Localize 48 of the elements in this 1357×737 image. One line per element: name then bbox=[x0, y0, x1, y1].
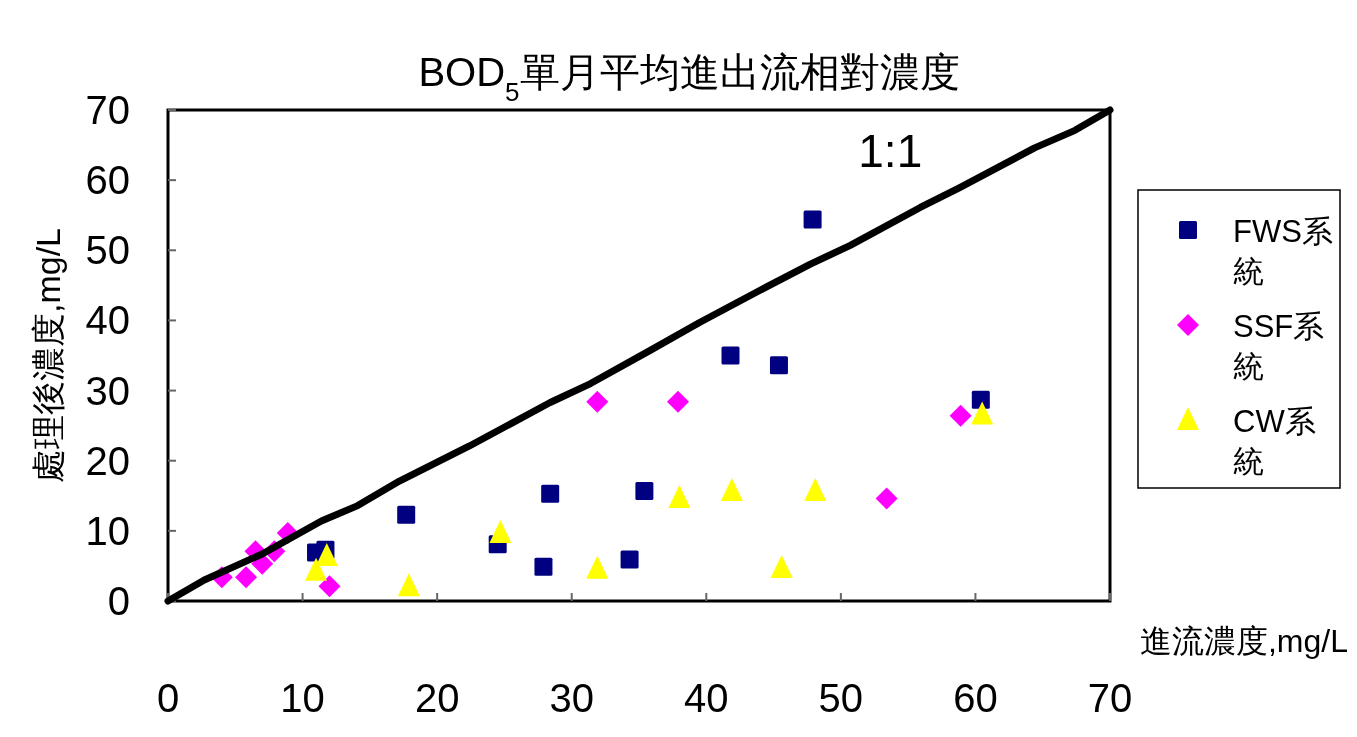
point bbox=[949, 404, 972, 427]
point bbox=[541, 484, 560, 503]
x-tick-label: 50 bbox=[818, 676, 864, 720]
y-tick-label: 50 bbox=[85, 228, 130, 273]
point bbox=[668, 484, 691, 508]
y-tick-label: 0 bbox=[107, 579, 130, 623]
legend-label: CW系統 bbox=[1233, 404, 1316, 479]
point bbox=[667, 390, 690, 413]
legend-label: FWS系統 bbox=[1233, 214, 1333, 289]
point bbox=[586, 555, 609, 579]
point bbox=[769, 356, 788, 375]
point bbox=[318, 575, 341, 598]
point bbox=[397, 505, 416, 524]
series-label: 1:1 bbox=[858, 125, 923, 178]
x-tick-label: 10 bbox=[280, 676, 325, 720]
point bbox=[875, 487, 898, 510]
point bbox=[804, 477, 827, 501]
point bbox=[635, 481, 654, 500]
point bbox=[315, 543, 338, 567]
point bbox=[305, 557, 328, 581]
legend-label: SSF系統 bbox=[1233, 309, 1325, 384]
y-tick-label: 20 bbox=[85, 438, 130, 483]
x-tick-label: 40 bbox=[684, 676, 729, 720]
point bbox=[397, 573, 420, 597]
y-tick-label: 70 bbox=[85, 88, 130, 132]
point bbox=[489, 519, 512, 543]
point bbox=[971, 401, 994, 425]
y-axis-title: 處理後濃度,mg/L bbox=[29, 227, 67, 484]
point bbox=[620, 550, 639, 569]
y-tick-label: 30 bbox=[85, 368, 130, 413]
point bbox=[586, 390, 609, 413]
y-tick-label: 10 bbox=[85, 508, 130, 553]
point bbox=[770, 555, 793, 579]
x-tick-label: 70 bbox=[1087, 676, 1133, 720]
point bbox=[235, 566, 258, 589]
point bbox=[534, 557, 553, 576]
point bbox=[720, 477, 743, 501]
x-tick-label: 0 bbox=[156, 676, 180, 720]
x-tick-label: 30 bbox=[549, 676, 594, 720]
x-tick-label: 20 bbox=[414, 676, 460, 720]
x-axis-title: 進流濃度,mg/L bbox=[1139, 623, 1348, 659]
point bbox=[721, 346, 740, 365]
point bbox=[803, 210, 822, 229]
y-tick-label: 60 bbox=[85, 158, 130, 203]
x-tick-label: 60 bbox=[953, 676, 998, 720]
y-tick-label: 40 bbox=[85, 298, 130, 343]
chart-title: BOD$_{5}$單月平均進出流相對濃度 bbox=[418, 50, 960, 107]
point bbox=[971, 390, 990, 409]
